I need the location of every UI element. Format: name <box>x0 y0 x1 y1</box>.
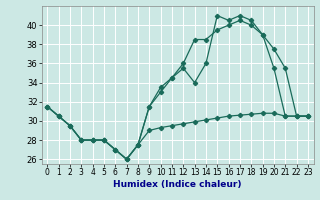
X-axis label: Humidex (Indice chaleur): Humidex (Indice chaleur) <box>113 180 242 189</box>
